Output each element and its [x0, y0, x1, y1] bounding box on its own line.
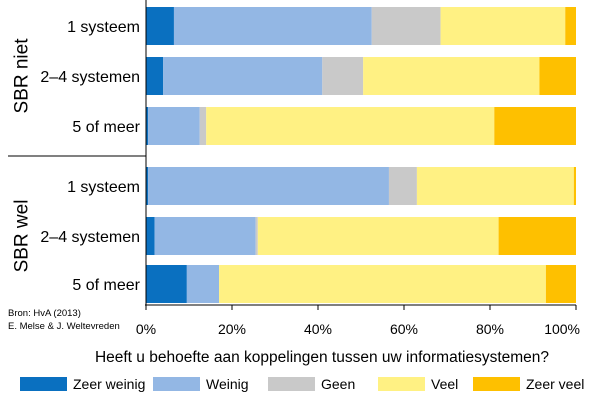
bar-segment-zeer-veel-row-1: [565, 7, 576, 45]
bar-segment-zeer-weinig-row-4: [146, 167, 149, 205]
bar-segment-weinig-row-2: [163, 57, 323, 95]
bar-segment-geen-row-4: [388, 167, 417, 205]
legend-swatch-zeer-veel: [473, 377, 520, 391]
bar-segment-zeer-weinig-row-5: [146, 217, 155, 255]
bar-segment-veel-row-5: [257, 217, 499, 255]
legend-swatch-veel: [378, 377, 425, 391]
category-label-1: 1 systeem: [67, 19, 140, 36]
bar-segment-zeer-weinig-row-1: [146, 7, 174, 45]
legend-label-zeer-veel: Zeer veel: [526, 376, 584, 392]
x-tick-label-1: 20%: [218, 321, 246, 337]
legend: Zeer weinig Weinig Geen Veel Zeer veel: [20, 376, 584, 392]
bar-segment-veel-row-2: [363, 57, 540, 95]
category-label-6: 5 of meer: [72, 277, 140, 294]
legend-swatch-geen: [268, 377, 315, 391]
legend-label-veel: Veel: [431, 376, 458, 392]
bar-segment-geen-row-2: [322, 57, 364, 95]
x-tick-labels: 0% 20% 40% 60% 80% 100%: [136, 305, 580, 337]
x-axis-label: Heeft u behoefte aan koppelingen tussen …: [95, 349, 549, 366]
bar-segment-veel-row-4: [416, 167, 574, 205]
bar-segment-zeer-weinig-row-3: [146, 107, 149, 145]
bar-segment-zeer-veel-row-6: [545, 265, 576, 303]
bar-segment-veel-row-3: [206, 107, 495, 145]
bar-segment-zeer-veel-row-3: [494, 107, 576, 145]
bar-segment-weinig-row-6: [186, 265, 220, 303]
bar-segment-weinig-row-4: [148, 167, 389, 205]
x-tick-label-0: 0%: [136, 321, 156, 337]
source-line-2: E. Melse & J. Weltevreden: [8, 321, 120, 332]
category-label-5: 2–4 systemen: [40, 229, 140, 246]
bar-segment-geen-row-1: [371, 7, 441, 45]
bar-segment-veel-row-6: [219, 265, 546, 303]
bars-layer: [146, 7, 576, 303]
bar-segment-zeer-veel-row-4: [573, 167, 576, 205]
bar-segment-zeer-veel-row-5: [498, 217, 576, 255]
group-labels: SBR niet SBR wel: [12, 38, 33, 273]
group-label-2: SBR wel: [12, 200, 33, 273]
category-label-4: 1 systeem: [67, 179, 140, 196]
bar-segment-weinig-row-1: [173, 7, 372, 45]
legend-label-geen: Geen: [321, 376, 355, 392]
category-labels: 1 systeem 2–4 systemen 5 of meer 1 systeem 2…: [40, 19, 140, 294]
bar-segment-geen-row-5: [255, 217, 258, 255]
x-tick-label-5: 100%: [544, 321, 580, 337]
axes-layer: [8, 0, 576, 306]
legend-label-weinig: Weinig: [206, 376, 249, 392]
bar-segment-weinig-row-3: [148, 107, 200, 145]
x-tick-label-2: 40%: [304, 321, 332, 337]
bar-segment-zeer-weinig-row-2: [146, 57, 164, 95]
legend-label-zeer-weinig: Zeer weinig: [73, 376, 145, 392]
group-label-1: SBR niet: [12, 38, 33, 114]
category-label-2: 2–4 systemen: [40, 69, 140, 86]
x-tick-label-4: 80%: [476, 321, 504, 337]
category-label-3: 5 of meer: [72, 119, 140, 136]
bar-segment-zeer-weinig-row-6: [146, 265, 187, 303]
bar-segment-weinig-row-5: [154, 217, 256, 255]
bar-segment-veel-row-1: [440, 7, 566, 45]
bar-segment-zeer-veel-row-2: [539, 57, 576, 95]
bar-segment-geen-row-3: [199, 107, 207, 145]
legend-swatch-weinig: [153, 377, 200, 391]
x-tick-label-3: 60%: [390, 321, 418, 337]
source-line-1: Bron: HvA (2013): [8, 308, 81, 319]
legend-swatch-zeer-weinig: [20, 377, 67, 391]
